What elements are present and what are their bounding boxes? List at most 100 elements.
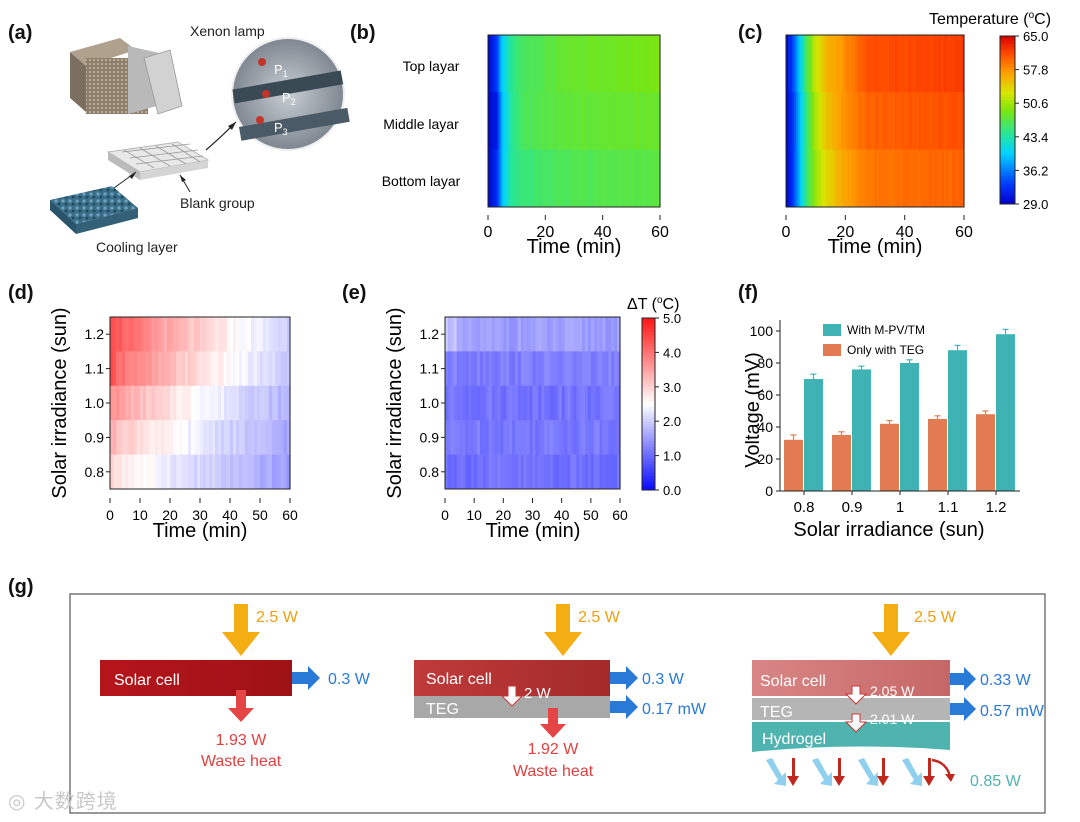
c-cell (863, 92, 866, 150)
e-cell (582, 351, 586, 387)
e-cell (617, 317, 621, 352)
b-cell (642, 35, 646, 93)
input-power-2: 2.5 W (578, 609, 621, 626)
d-cell (272, 317, 276, 352)
d-cell (251, 385, 255, 421)
e-cell (567, 351, 572, 387)
e-cell (480, 317, 484, 352)
c-cell (859, 149, 862, 208)
e-cell (468, 454, 472, 490)
d-cell (236, 385, 240, 421)
d-cell (254, 454, 258, 490)
e-cell (585, 351, 589, 387)
c-cell (938, 92, 941, 150)
e-cell (523, 317, 528, 352)
c-cell (859, 35, 862, 93)
b-cell (552, 149, 556, 208)
output-arrow-1 (292, 666, 320, 690)
c-cell (924, 35, 928, 93)
d-cell (137, 351, 141, 387)
e-cell (608, 317, 612, 352)
b-cell (581, 149, 585, 208)
d-cell (230, 420, 234, 455)
c-cell (878, 35, 882, 93)
d-cell (167, 351, 171, 387)
c-cell (882, 35, 886, 93)
e-cell (550, 317, 554, 352)
b-cell (654, 35, 657, 93)
d-cell (143, 351, 147, 387)
e-cell (447, 351, 452, 387)
e-cell (509, 351, 513, 387)
d-cell (257, 351, 261, 387)
c-cell (789, 149, 793, 208)
d-cell (125, 385, 129, 421)
e-cell (541, 317, 545, 352)
b-cell (489, 35, 493, 93)
d-xtick-label: 40 (222, 507, 238, 523)
probe-p3: P3 (274, 120, 288, 137)
temperature-colorbar-segment (1000, 190, 1015, 194)
b-cell (520, 92, 523, 150)
b-cell (644, 92, 648, 150)
d-cell (218, 385, 222, 421)
d-cell (200, 351, 204, 387)
c-cell (882, 149, 886, 208)
c-cell (835, 149, 839, 208)
b-cell (637, 149, 640, 208)
e-cell (453, 351, 458, 387)
c-cell (876, 35, 880, 93)
b-cell (512, 149, 516, 208)
c-cell (920, 149, 924, 208)
e-ytick-label: 0.8 (420, 464, 440, 480)
c-cell (886, 149, 890, 208)
e-cell (590, 454, 595, 490)
d-cell (110, 454, 114, 490)
b-cell (560, 149, 564, 208)
solar-cell-label-2: Solar cell (426, 671, 492, 688)
d-cell (206, 351, 210, 387)
b-cell (531, 149, 535, 208)
e-cell (538, 317, 542, 352)
e-xtick-label: 40 (554, 507, 570, 523)
delta-t-colorbar-segment (642, 472, 655, 477)
d-cell (275, 317, 279, 352)
b-cell (589, 149, 592, 208)
b-cell (633, 35, 636, 93)
d-cell (164, 351, 168, 387)
e-cell (547, 454, 551, 490)
d-cell (275, 420, 279, 455)
b-cell (619, 149, 623, 208)
b-cell (587, 92, 590, 150)
d-cell (146, 454, 150, 490)
d-cell (224, 351, 228, 387)
b-cell (541, 149, 545, 208)
b-cell (554, 92, 558, 150)
e-cell (585, 454, 589, 490)
e-cell (459, 317, 464, 352)
b-cell (556, 35, 560, 93)
e-cell (599, 420, 604, 455)
e-cell (587, 317, 592, 352)
b-cell (570, 92, 573, 150)
f-ytick-label: 60 (757, 387, 773, 403)
c-cell (900, 35, 904, 93)
c-cell (853, 149, 856, 208)
e-cell (506, 420, 510, 455)
c-cell (807, 35, 811, 93)
temperature-colorbar-segment (1000, 142, 1015, 146)
b-cell (629, 35, 632, 93)
c-cell (803, 149, 807, 208)
b-cell (604, 35, 608, 93)
e-cell (488, 351, 493, 387)
e-cell (517, 385, 522, 421)
waste-heat-label-2: Waste heat (513, 763, 594, 780)
e-cell (579, 351, 583, 387)
c-cell (825, 92, 829, 150)
d-cell (134, 454, 138, 490)
evaporation-arrow-blue (812, 758, 832, 786)
e-cell (459, 351, 464, 387)
temperature-colorbar-segment (1000, 72, 1015, 76)
b-cell (642, 149, 646, 208)
d-cell (236, 351, 240, 387)
